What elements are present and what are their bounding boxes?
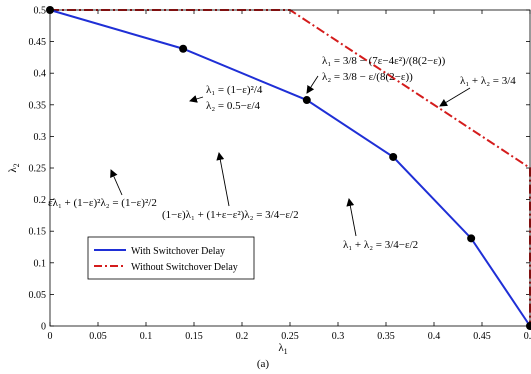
annotation-sum-blue: λ₁ + λ₂ = 3/4−ε/2 — [343, 239, 418, 251]
y-tick-label: 0.3 — [34, 132, 47, 143]
annotation-lambda1-b: λ₁ = 3/8 − (7ε−4ε²)/(8(2−ε)) — [322, 55, 446, 67]
x-tick-label: 0.2 — [236, 331, 249, 342]
arrow-eq1 — [110, 169, 123, 196]
y-tick-label: 0.25 — [29, 164, 47, 175]
y-tick-label: 0.15 — [29, 227, 47, 238]
x-tick-label: 0.5 — [524, 331, 531, 342]
annotation-lambda2-b: λ₂ = 3/8 − ε/(8(2−ε)) — [322, 71, 413, 83]
x-tick-label: 0 — [48, 331, 53, 342]
x-axis-label: λ1 — [278, 342, 287, 356]
arrow-lambda-a — [189, 95, 204, 103]
legend-label-with-delay: With Switchover Delay — [131, 246, 225, 257]
annotation-lambda1-a: λ₁ = (1−ε)²/4 — [206, 84, 263, 96]
annotation-eq2: (1−ε)λ₁ + (1+ε−ε²)λ₂ = 3/4−ε/2 — [162, 209, 299, 221]
series-line-with-delay — [49, 9, 531, 327]
series-with-switchover-delay — [49, 9, 531, 327]
y-tick-label: 0.5 — [34, 6, 47, 17]
y-axis-label: λ2 — [7, 163, 21, 172]
x-tick-label: 0.3 — [332, 331, 345, 342]
y-tick-label: 0.35 — [29, 100, 47, 111]
chart-caption: (a) — [257, 358, 270, 370]
data-point-marker — [179, 44, 188, 53]
x-tick-label: 0.35 — [377, 331, 395, 342]
annotation-sum-red: λ₁ + λ₂ = 3/4 — [460, 75, 516, 87]
arrow-eq2 — [216, 152, 230, 207]
annotation-arrows — [110, 75, 471, 237]
y-tick-label: 0.45 — [29, 37, 47, 48]
legend-label-without-delay: Without Switchover Delay — [131, 262, 238, 273]
annotation-lambda2-a: λ₂ = 0.5−ε/4 — [206, 100, 261, 112]
x-tick-label: 0.15 — [185, 331, 203, 342]
y-tick-label: 0.05 — [29, 290, 47, 301]
legend-box — [87, 236, 255, 280]
data-point-marker — [302, 96, 311, 105]
data-point-marker — [389, 152, 398, 161]
y-axis-ticks: 0 0.05 0.1 0.15 0.2 0.25 0.3 0.35 0.4 0.45 0.5 — [29, 6, 530, 333]
y-tick-label: 0 — [41, 322, 46, 333]
x-tick-label: 0.4 — [428, 331, 441, 342]
arrow-lambda-b — [306, 75, 319, 94]
y-tick-label: 0.2 — [34, 195, 47, 206]
x-axis-ticks: 0 0.05 0.1 0.15 0.2 0.25 0.3 0.35 0.4 0.45 0.5 — [48, 10, 531, 342]
annotation-eq1: ελ₁ + (1−ε)²λ₂ = (1−ε)²/2 — [48, 197, 157, 209]
x-tick-label: 0.1 — [140, 331, 153, 342]
arrow-sum-blue — [346, 198, 357, 237]
plot-frame — [49, 9, 531, 327]
x-tick-label: 0.05 — [89, 331, 107, 342]
y-tick-label: 0.1 — [34, 258, 47, 269]
arrow-sum-red — [439, 87, 471, 107]
x-tick-label: 0.45 — [473, 331, 491, 342]
legend: With Switchover Delay Without Switchover… — [87, 236, 255, 280]
x-tick-label: 0.25 — [281, 331, 299, 342]
data-point-marker — [467, 234, 476, 243]
y-tick-label: 0.4 — [34, 69, 47, 80]
